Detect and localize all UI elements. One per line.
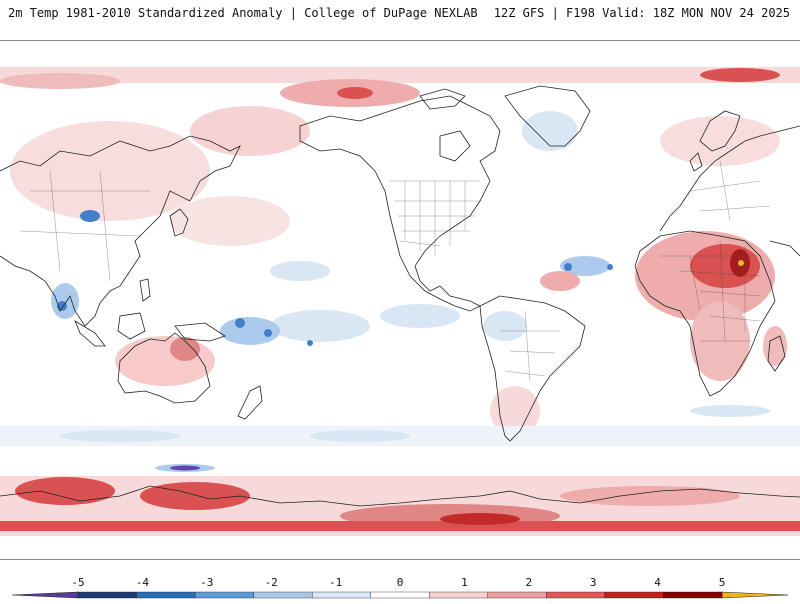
- coastline-madagascar: [767, 335, 786, 372]
- australia-warm-core: [170, 337, 200, 361]
- colorbar-arrow-high: [721, 591, 789, 599]
- colorbar-segment: [311, 591, 371, 599]
- coastline-antarctica: [0, 485, 800, 507]
- us-state-grid-2: [395, 200, 480, 232]
- samerica-cool: [483, 311, 527, 341]
- coastline-hudson-bay: [439, 130, 471, 162]
- maritime-cool-core-1: [235, 318, 245, 328]
- coastline-north-america: [299, 95, 501, 312]
- anomaly-map: [0, 40, 800, 560]
- coastline-japan: [169, 208, 189, 237]
- coastlines: [0, 85, 800, 507]
- colorbar-tick-label: -3: [200, 576, 214, 589]
- colorbar-segments: [11, 591, 789, 599]
- samerica-warm: [540, 271, 580, 291]
- colorbar-svg: [11, 591, 789, 599]
- coastline-europe: [659, 125, 800, 232]
- colorbar-segment: [663, 591, 723, 599]
- anomaly-shading: [0, 67, 800, 536]
- coastline-uk: [689, 152, 703, 172]
- colorbar-segment: [370, 591, 430, 599]
- colorbar-tick-label: 0: [396, 576, 404, 589]
- colorbar-tick-label: 1: [461, 576, 468, 589]
- southern-cool-core: [170, 465, 200, 471]
- colorbar-tick-label: 5: [718, 576, 726, 589]
- coastline-new-guinea: [174, 322, 226, 342]
- arctic-warm-band: [0, 67, 800, 83]
- colorbar-tick-label: -5: [71, 576, 85, 589]
- colorbar-segment: [429, 591, 489, 599]
- coastline-asia: [0, 135, 241, 327]
- colorbar-tick-label: 4: [654, 576, 661, 589]
- model-run-info: 12Z GFS | F198 Valid: 18Z MON NOV 24 202…: [493, 6, 790, 20]
- antarctic-warm-2: [140, 482, 250, 510]
- asia-warm: [10, 121, 210, 221]
- colorbar-tick-label: -1: [328, 576, 343, 589]
- africa-borders: [660, 240, 761, 342]
- europe-warm: [660, 116, 780, 166]
- arctic-warm-east: [700, 68, 780, 82]
- southern-cool-3: [690, 405, 770, 417]
- antarctic-warm-edge: [0, 521, 800, 531]
- southern-cool-2: [310, 430, 410, 442]
- coastline-arctic-islands: [419, 88, 466, 110]
- colorbar-arrow-low: [11, 591, 79, 599]
- us-mexico-border: [399, 240, 441, 247]
- maritime-cool-core-2: [264, 329, 272, 337]
- colorbar-segment: [604, 591, 664, 599]
- coastline-south-america: [479, 295, 586, 442]
- samerica-borders: [500, 310, 560, 382]
- arctic-warm-peak: [337, 87, 373, 99]
- antarctic-warm-1: [15, 477, 115, 505]
- antarctic-warm-4: [560, 486, 740, 506]
- maritime-cool-core-3: [307, 340, 313, 346]
- us-state-grid-1: [404, 181, 466, 256]
- atlantic-cool-core: [564, 263, 572, 271]
- europe-borders: [689, 160, 771, 222]
- colorbar-tick-label: -4: [135, 576, 150, 589]
- antarctic-warm-5: [440, 513, 520, 525]
- colorbar-segment: [194, 591, 254, 599]
- greenland-cool: [522, 111, 578, 151]
- map-title: 2m Temp 1981-2010 Standardized Anomaly |…: [8, 6, 478, 20]
- asia-borders: [19, 170, 150, 282]
- coastline-borneo: [117, 312, 146, 340]
- trop-cool-2: [270, 310, 370, 342]
- colorbar-tick-label: 3: [589, 576, 597, 589]
- header: 2m Temp 1981-2010 Standardized Anomaly |…: [0, 0, 800, 40]
- coastline-scandinavia: [699, 110, 741, 152]
- coastline-arabia: [769, 240, 800, 257]
- colorbar-segment: [253, 591, 313, 599]
- australia-warm: [115, 336, 215, 386]
- arctic-warm-west: [0, 73, 120, 89]
- siberia-warm: [190, 106, 310, 156]
- coastline-australia: [117, 332, 211, 404]
- china-cool: [80, 210, 100, 222]
- colorbar-segment: [487, 591, 547, 599]
- colorbar-segment: [546, 591, 606, 599]
- coastline-greenland: [504, 85, 591, 147]
- madagascar-warm: [763, 326, 787, 366]
- colorbar-tick-label: -2: [264, 576, 278, 589]
- coastline-africa: [634, 230, 776, 397]
- trop-cool-1: [270, 261, 330, 281]
- coastline-philippines: [139, 278, 151, 302]
- pacific-warm: [170, 196, 290, 246]
- atlantic-cool-core-2: [607, 264, 613, 270]
- political-borders: [19, 160, 771, 382]
- maritime-cool: [220, 317, 280, 345]
- coastline-sumatra: [74, 320, 106, 347]
- africa-extreme: [738, 260, 744, 266]
- colorbar: -5 -4 -3 -2 -1 0 1 2 3 4 5: [0, 562, 800, 600]
- colorbar-tick-label: 2: [525, 576, 533, 589]
- colorbar-segment: [77, 591, 137, 599]
- trop-cool-3: [380, 304, 460, 328]
- patagonia-warm: [490, 386, 540, 436]
- southern-cool-1: [60, 430, 180, 442]
- map-canvas: [0, 67, 800, 536]
- atlantic-cool: [560, 256, 610, 276]
- coastline-new-zealand: [237, 385, 263, 420]
- colorbar-segment: [136, 591, 196, 599]
- india-cool: [51, 283, 79, 319]
